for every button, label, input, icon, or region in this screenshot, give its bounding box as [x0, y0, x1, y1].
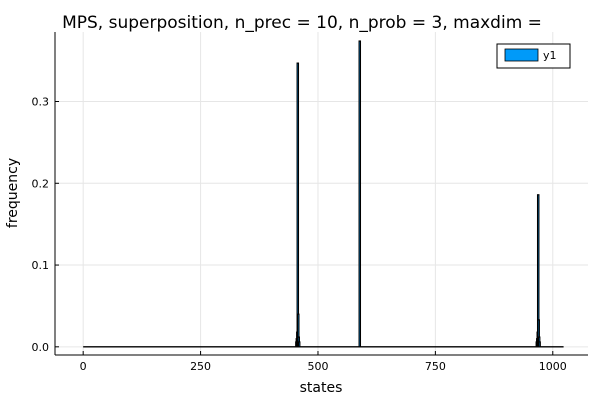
bars: [295, 40, 541, 348]
bar: [297, 341, 301, 348]
x-tick-label: 1000: [539, 360, 567, 373]
x-tick-label: 250: [190, 360, 211, 373]
bar: [296, 62, 300, 348]
legend: y1: [496, 43, 571, 69]
y-axis-label: frequency: [5, 158, 21, 228]
x-tick-label: 750: [425, 360, 446, 373]
tick-labels: 0 250 500 750 1000 0.0 0.1 0.2 0.3: [32, 96, 567, 373]
y-tick-label: 0.0: [32, 341, 50, 354]
y-tick-label: 0.2: [32, 177, 50, 190]
grid: [55, 32, 588, 355]
axes: [54, 32, 588, 356]
bar: [538, 341, 541, 348]
y-tick-label: 0.3: [32, 96, 50, 109]
x-tick-label: 500: [307, 360, 328, 373]
x-axis-label: states: [300, 380, 343, 396]
x-tick-label: 0: [80, 360, 87, 373]
chart-title: MPS, superposition, n_prec = 10, n_prob …: [62, 13, 542, 33]
legend-label: y1: [543, 49, 557, 62]
y-tick-label: 0.1: [32, 259, 50, 272]
bar: [358, 40, 362, 348]
legend-swatch: [504, 48, 539, 62]
